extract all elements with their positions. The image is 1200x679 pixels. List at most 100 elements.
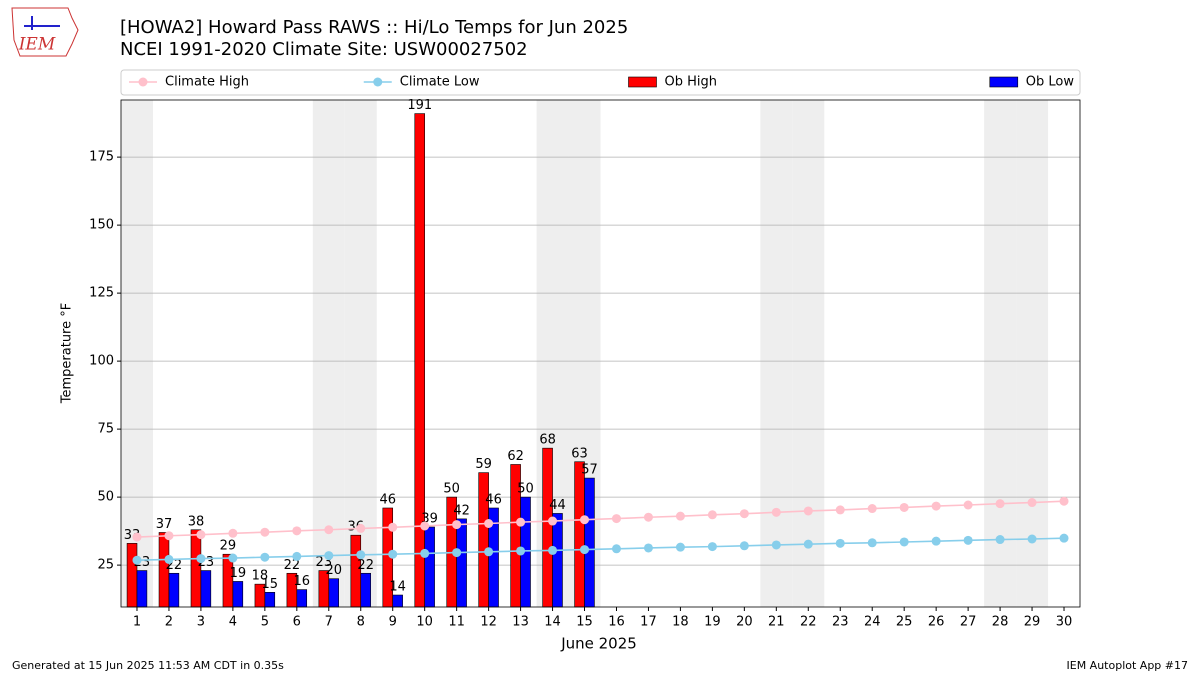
bar [296,589,308,608]
line-marker [803,539,813,549]
line-marker [132,532,142,542]
data-label: 38 [188,514,205,529]
weekend-shade [312,100,345,607]
x-tick-label: 8 [357,615,365,630]
data-label: 42 [453,503,470,518]
data-label: 16 [293,574,310,589]
data-label: 59 [475,457,492,472]
legend-swatch [628,76,657,88]
line-marker [580,545,590,555]
x-tick-label: 1 [133,615,141,630]
bar [200,570,212,608]
x-tick-label: 6 [293,615,301,630]
line-marker [388,522,398,532]
line-marker [324,551,334,561]
line-marker [1027,498,1037,508]
line-marker [164,554,174,564]
data-label: 46 [379,492,396,507]
bar [584,477,595,608]
x-tick-label: 16 [608,615,625,630]
weekend-shade [760,100,793,607]
weekend-shade [1016,100,1049,607]
line-marker [739,541,749,551]
line-marker [675,511,685,521]
x-tick-label: 11 [448,615,465,630]
line-marker [132,555,142,565]
x-tick-label: 27 [960,615,977,630]
line-marker [995,535,1005,545]
data-label: 29 [220,539,237,554]
x-tick-label: 4 [229,615,237,630]
line-marker [548,545,558,555]
line-marker [196,530,206,540]
data-label: 62 [507,449,524,464]
line-marker [739,509,749,519]
x-tick-label: 10 [416,615,433,630]
bar [552,513,563,608]
line-marker [1027,534,1037,544]
x-tick-label: 7 [325,615,333,630]
line-marker [835,538,845,548]
line-marker [643,543,653,553]
x-tick-label: 15 [576,615,593,630]
bar [360,572,371,608]
x-tick-label: 24 [864,615,881,630]
data-label: 18 [252,569,269,584]
x-tick-label: 12 [480,615,497,630]
data-label: 22 [284,558,301,573]
line [136,500,1065,538]
data-label: 22 [357,558,374,573]
x-tick-label: 25 [896,615,913,630]
bar [424,526,435,608]
line-marker [771,507,781,517]
data-label: 46 [485,492,502,507]
x-tick-label: 18 [672,615,689,630]
legend-label: Ob High [665,75,718,90]
x-axis-label: June 2025 [560,635,637,653]
x-tick-label: 9 [389,615,397,630]
data-label: 44 [549,498,566,513]
line-marker [548,516,558,526]
line-marker [835,505,845,515]
line-marker [771,540,781,550]
x-tick-label: 23 [832,615,849,630]
line-marker [867,504,877,514]
x-tick-label: 19 [704,615,721,630]
data-label: 68 [539,433,556,448]
legend-swatch [989,76,1019,88]
line-marker [420,521,430,531]
legend-item: Climate Low [363,75,480,90]
x-tick-label: 29 [1024,615,1041,630]
data-label: 19 [230,566,247,581]
legend-label: Climate Low [400,75,480,90]
line-marker [1059,496,1069,506]
bar [574,461,585,608]
weekend-shade [984,100,1017,607]
line-marker [324,525,334,535]
y-tick-label: 150 [89,218,114,233]
data-label: 191 [407,98,432,113]
x-tick-label: 3 [197,615,205,630]
plot-frame [120,99,1081,608]
line-marker [643,512,653,522]
footer-right: IEM Autoplot App #17 [1067,659,1189,672]
line-marker [196,554,206,564]
weekend-shade [792,100,825,607]
data-label: 20 [325,563,342,578]
x-tick-label: 14 [544,615,561,630]
bar [126,543,138,608]
chart-subtitle: NCEI 1991-2020 Climate Site: USW00027502 [120,39,528,60]
y-axis-label: Temperature °F [60,303,75,404]
line-marker [356,523,366,533]
x-tick-label: 20 [736,615,753,630]
logo: IEM [11,7,79,57]
data-label: 50 [443,482,460,497]
line-marker [803,506,813,516]
line-marker [260,552,270,562]
y-tick-label: 50 [97,490,114,505]
line-marker [707,542,717,552]
legend-label: Ob Low [1026,75,1075,90]
line-marker [899,502,909,512]
